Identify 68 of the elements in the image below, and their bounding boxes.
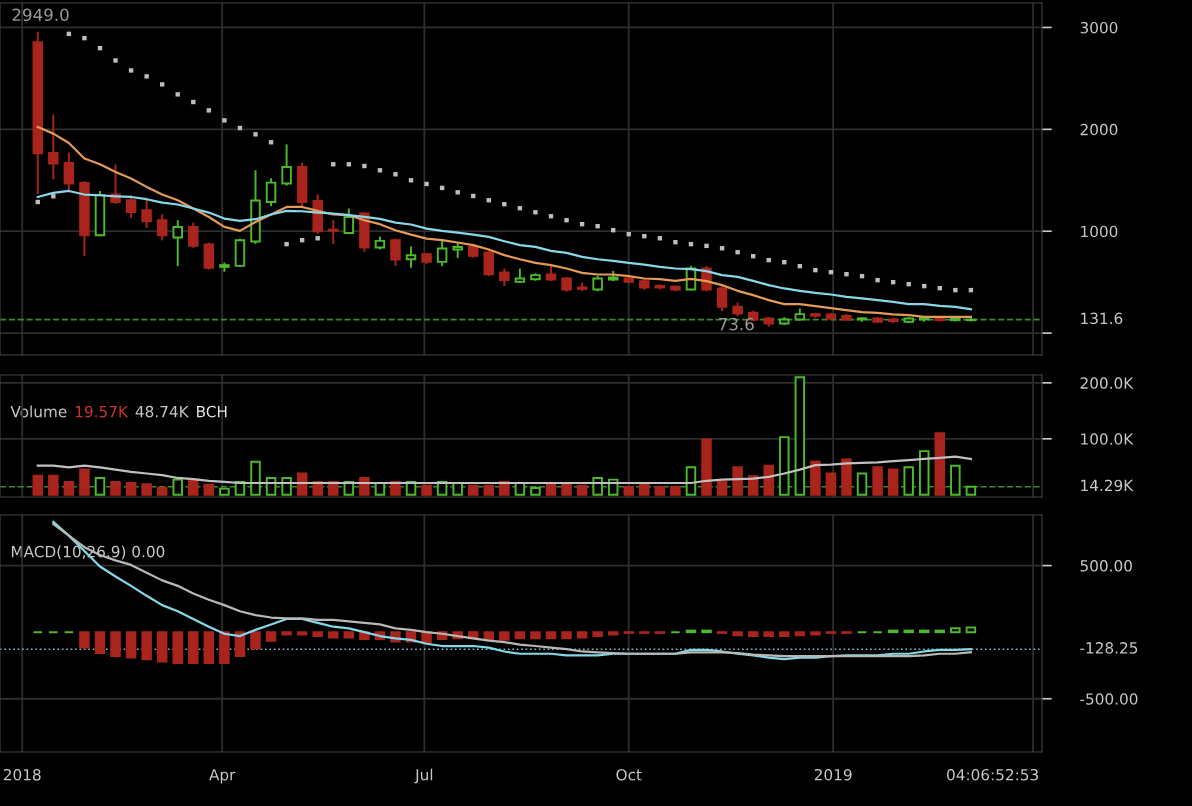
bar — [779, 436, 790, 496]
line-series — [36, 455, 973, 485]
bar — [467, 484, 479, 496]
bar — [156, 487, 168, 496]
y-tick-label: -500.00 — [1080, 693, 1138, 705]
bar — [623, 485, 634, 496]
y-tick-label: 3000 — [1080, 21, 1118, 34]
bar — [94, 477, 106, 496]
annotation: 19.57K — [75, 405, 129, 418]
text: 04:06:52:53 — [947, 768, 1038, 781]
bar — [903, 466, 914, 496]
bar — [670, 485, 681, 496]
bar — [576, 484, 588, 496]
x-tick-label: 2019 — [814, 768, 852, 781]
bar — [654, 485, 666, 496]
bar — [841, 458, 852, 496]
bar — [919, 450, 930, 496]
bar — [188, 478, 199, 496]
bar — [530, 487, 541, 496]
y-tick-label: 1000 — [1081, 225, 1118, 238]
bar — [794, 376, 806, 496]
bar — [810, 460, 821, 496]
x-tick-label: 2018 — [3, 768, 41, 781]
y-tick-label: 200.0K — [1080, 377, 1134, 389]
bar — [934, 432, 946, 496]
annotation: 73.6 — [719, 317, 754, 331]
bar — [561, 483, 572, 496]
annotation: BCH — [197, 405, 227, 418]
bar — [825, 472, 837, 496]
bar — [639, 483, 650, 496]
bar — [79, 468, 90, 496]
bar — [483, 484, 495, 496]
candlestick — [716, 286, 728, 312]
bar — [32, 474, 44, 496]
annotation: 2949.0 — [12, 8, 69, 22]
y-tick-label: 2000 — [1080, 123, 1118, 136]
ref-line-label: -128.25 — [1080, 642, 1138, 654]
bar — [545, 483, 557, 496]
bar — [452, 482, 463, 496]
bar — [250, 460, 261, 496]
bar — [685, 466, 697, 496]
bar — [125, 482, 137, 496]
bar — [732, 466, 743, 496]
bar — [219, 487, 230, 496]
ref-line-label: 131.6 — [1081, 312, 1123, 325]
bar — [421, 484, 432, 496]
x-tick-label: Jul — [414, 768, 433, 784]
bar — [763, 464, 774, 496]
bar — [950, 464, 961, 496]
x-tick-label: Oct — [616, 768, 642, 781]
annotation: Volume — [10, 405, 67, 418]
ref-line-label: 14.29K — [1081, 479, 1134, 492]
bar — [110, 480, 121, 496]
y-tick-label: 500.00 — [1080, 560, 1132, 572]
bar — [965, 485, 977, 496]
bar — [141, 483, 152, 496]
bar — [63, 480, 75, 496]
bar — [701, 438, 712, 496]
bar — [872, 466, 883, 496]
bar — [48, 474, 59, 496]
bar — [856, 472, 868, 496]
bar — [203, 483, 215, 496]
annotation: 48.74K — [135, 405, 189, 418]
bar — [172, 478, 183, 496]
bar — [716, 480, 728, 496]
x-tick-label: Apr — [209, 769, 236, 784]
y-tick-label: 100.0K — [1081, 433, 1134, 445]
bar — [887, 468, 899, 496]
